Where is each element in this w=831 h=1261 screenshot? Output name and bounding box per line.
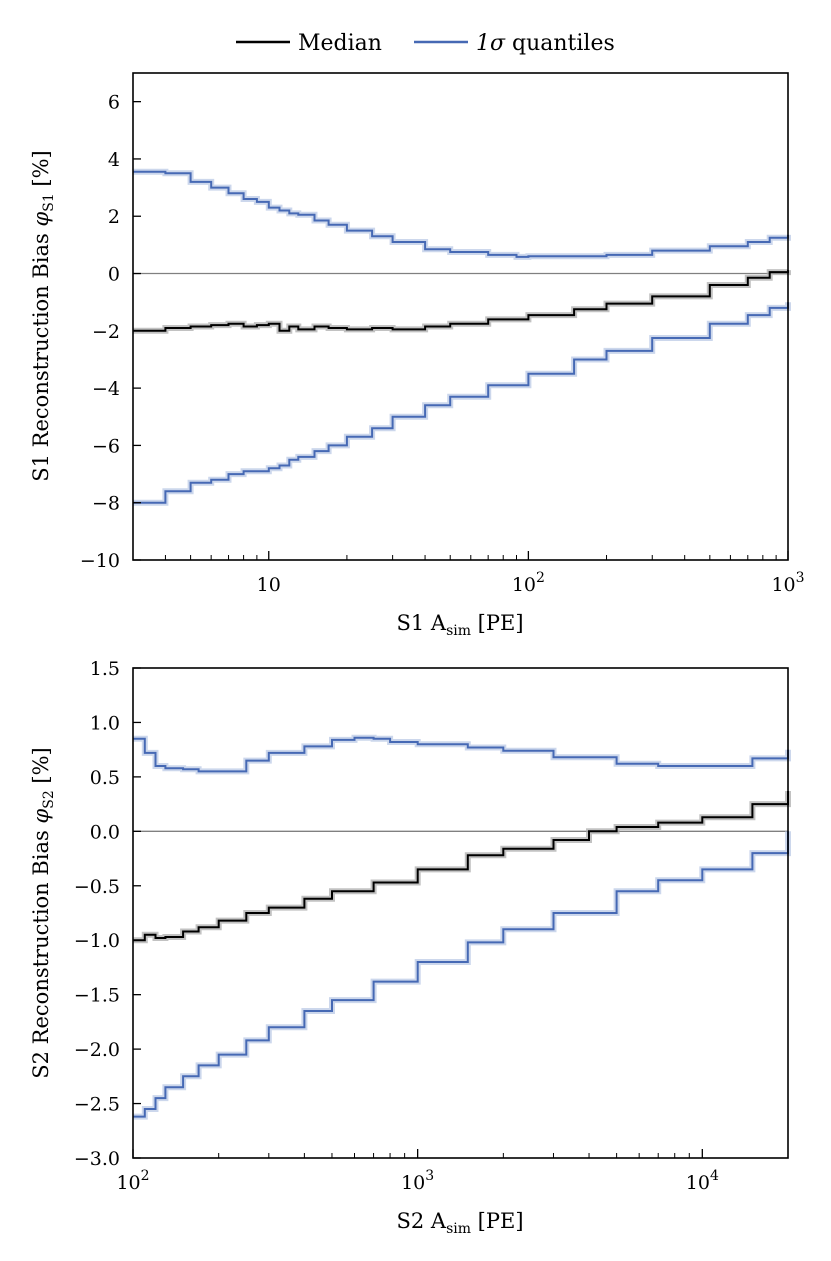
legend-quantile-label: 1σ quantiles xyxy=(476,31,615,56)
legend-quantile-symbol: 1σ xyxy=(476,31,506,56)
s2-ytick-label: −2.0 xyxy=(74,1039,120,1061)
s1-ytick-label: 2 xyxy=(108,206,120,228)
s1-series-2-quantile-line xyxy=(133,302,789,504)
s2-series-1-quantile-line xyxy=(133,736,789,773)
s1-x-axis-title: S1 Asim [PE] xyxy=(396,611,523,639)
s1-series-2-band xyxy=(133,302,791,506)
s2-series-0-band xyxy=(133,791,791,944)
s2-xtick-label: 103 xyxy=(401,1168,434,1194)
s1-ytick-label: −2 xyxy=(92,321,120,343)
s2-ytick-label: 1.0 xyxy=(90,712,120,734)
s1-xtick-label: 103 xyxy=(771,570,804,596)
s1-plot-frame xyxy=(132,72,789,561)
s1-y-axis-title: S1 Reconstruction Bias φS1 [%] xyxy=(29,150,57,482)
s2-ytick-label: −1.0 xyxy=(74,930,120,952)
s2-ytick-label: −1.5 xyxy=(74,985,120,1007)
s2-ytick-label: 1.5 xyxy=(90,658,120,680)
s1-ytick-label: −8 xyxy=(92,493,120,515)
s1-ytick-label: −4 xyxy=(92,378,120,400)
legend-median-label: Median xyxy=(298,31,382,56)
s2-ytick-label: −3.0 xyxy=(74,1148,120,1170)
s2-tick-layer: −3.0 −2.5 −2.0 −1.5 −1.0 −0.5 0.0 0.5 1.0 1.5 102 1… xyxy=(74,658,789,1194)
s2-ytick-label: 0.0 xyxy=(90,821,120,843)
s1-ytick-label: −6 xyxy=(92,435,120,457)
legend: Median 1σ quantiles xyxy=(236,31,615,56)
s2-series-layer xyxy=(133,734,791,1120)
s1-bias-panel: −10 −8 −6 −4 −2 0 2 4 6 10 102 103 S1 Asim [PE] S1 … xyxy=(29,72,805,639)
s2-ytick-label: −2.5 xyxy=(74,1094,120,1116)
s1-series-layer xyxy=(133,168,791,506)
s2-bias-panel: −3.0 −2.5 −2.0 −1.5 −1.0 −0.5 0.0 0.5 1.0 1.5 102 1… xyxy=(29,658,791,1237)
s1-series-0-band xyxy=(133,269,791,334)
s1-tick-layer: −10 −8 −6 −4 −2 0 2 4 6 10 102 103 xyxy=(80,92,805,596)
s2-ytick-label: −0.5 xyxy=(74,876,120,898)
s2-xtick-label: 102 xyxy=(116,1168,149,1194)
s2-series-0-median-line xyxy=(133,791,789,942)
s1-ytick-label: 6 xyxy=(108,92,120,114)
s2-plot-frame xyxy=(132,667,789,1159)
s2-x-axis-title: S2 Asim [PE] xyxy=(396,1209,523,1237)
s2-y-axis-title: S2 Reconstruction Bias φS2 [%] xyxy=(29,747,57,1079)
s1-ytick-label: 0 xyxy=(108,264,120,286)
s2-ytick-label: 0.5 xyxy=(90,767,120,789)
s2-xtick-label: 104 xyxy=(686,1168,719,1194)
s1-series-1-quantile-line xyxy=(133,170,789,258)
s1-series-0-median-line xyxy=(133,270,789,332)
s1-series-1-band xyxy=(133,168,791,260)
legend-quantile-text: quantiles xyxy=(505,31,615,56)
s1-ytick-label: 4 xyxy=(108,149,120,171)
s1-xtick-label: 102 xyxy=(512,570,545,596)
s2-series-2-band xyxy=(133,831,791,1120)
s2-series-2-quantile-line xyxy=(133,831,789,1118)
s1-ytick-label: −10 xyxy=(80,550,120,572)
s1-xtick-label: 10 xyxy=(257,574,281,596)
